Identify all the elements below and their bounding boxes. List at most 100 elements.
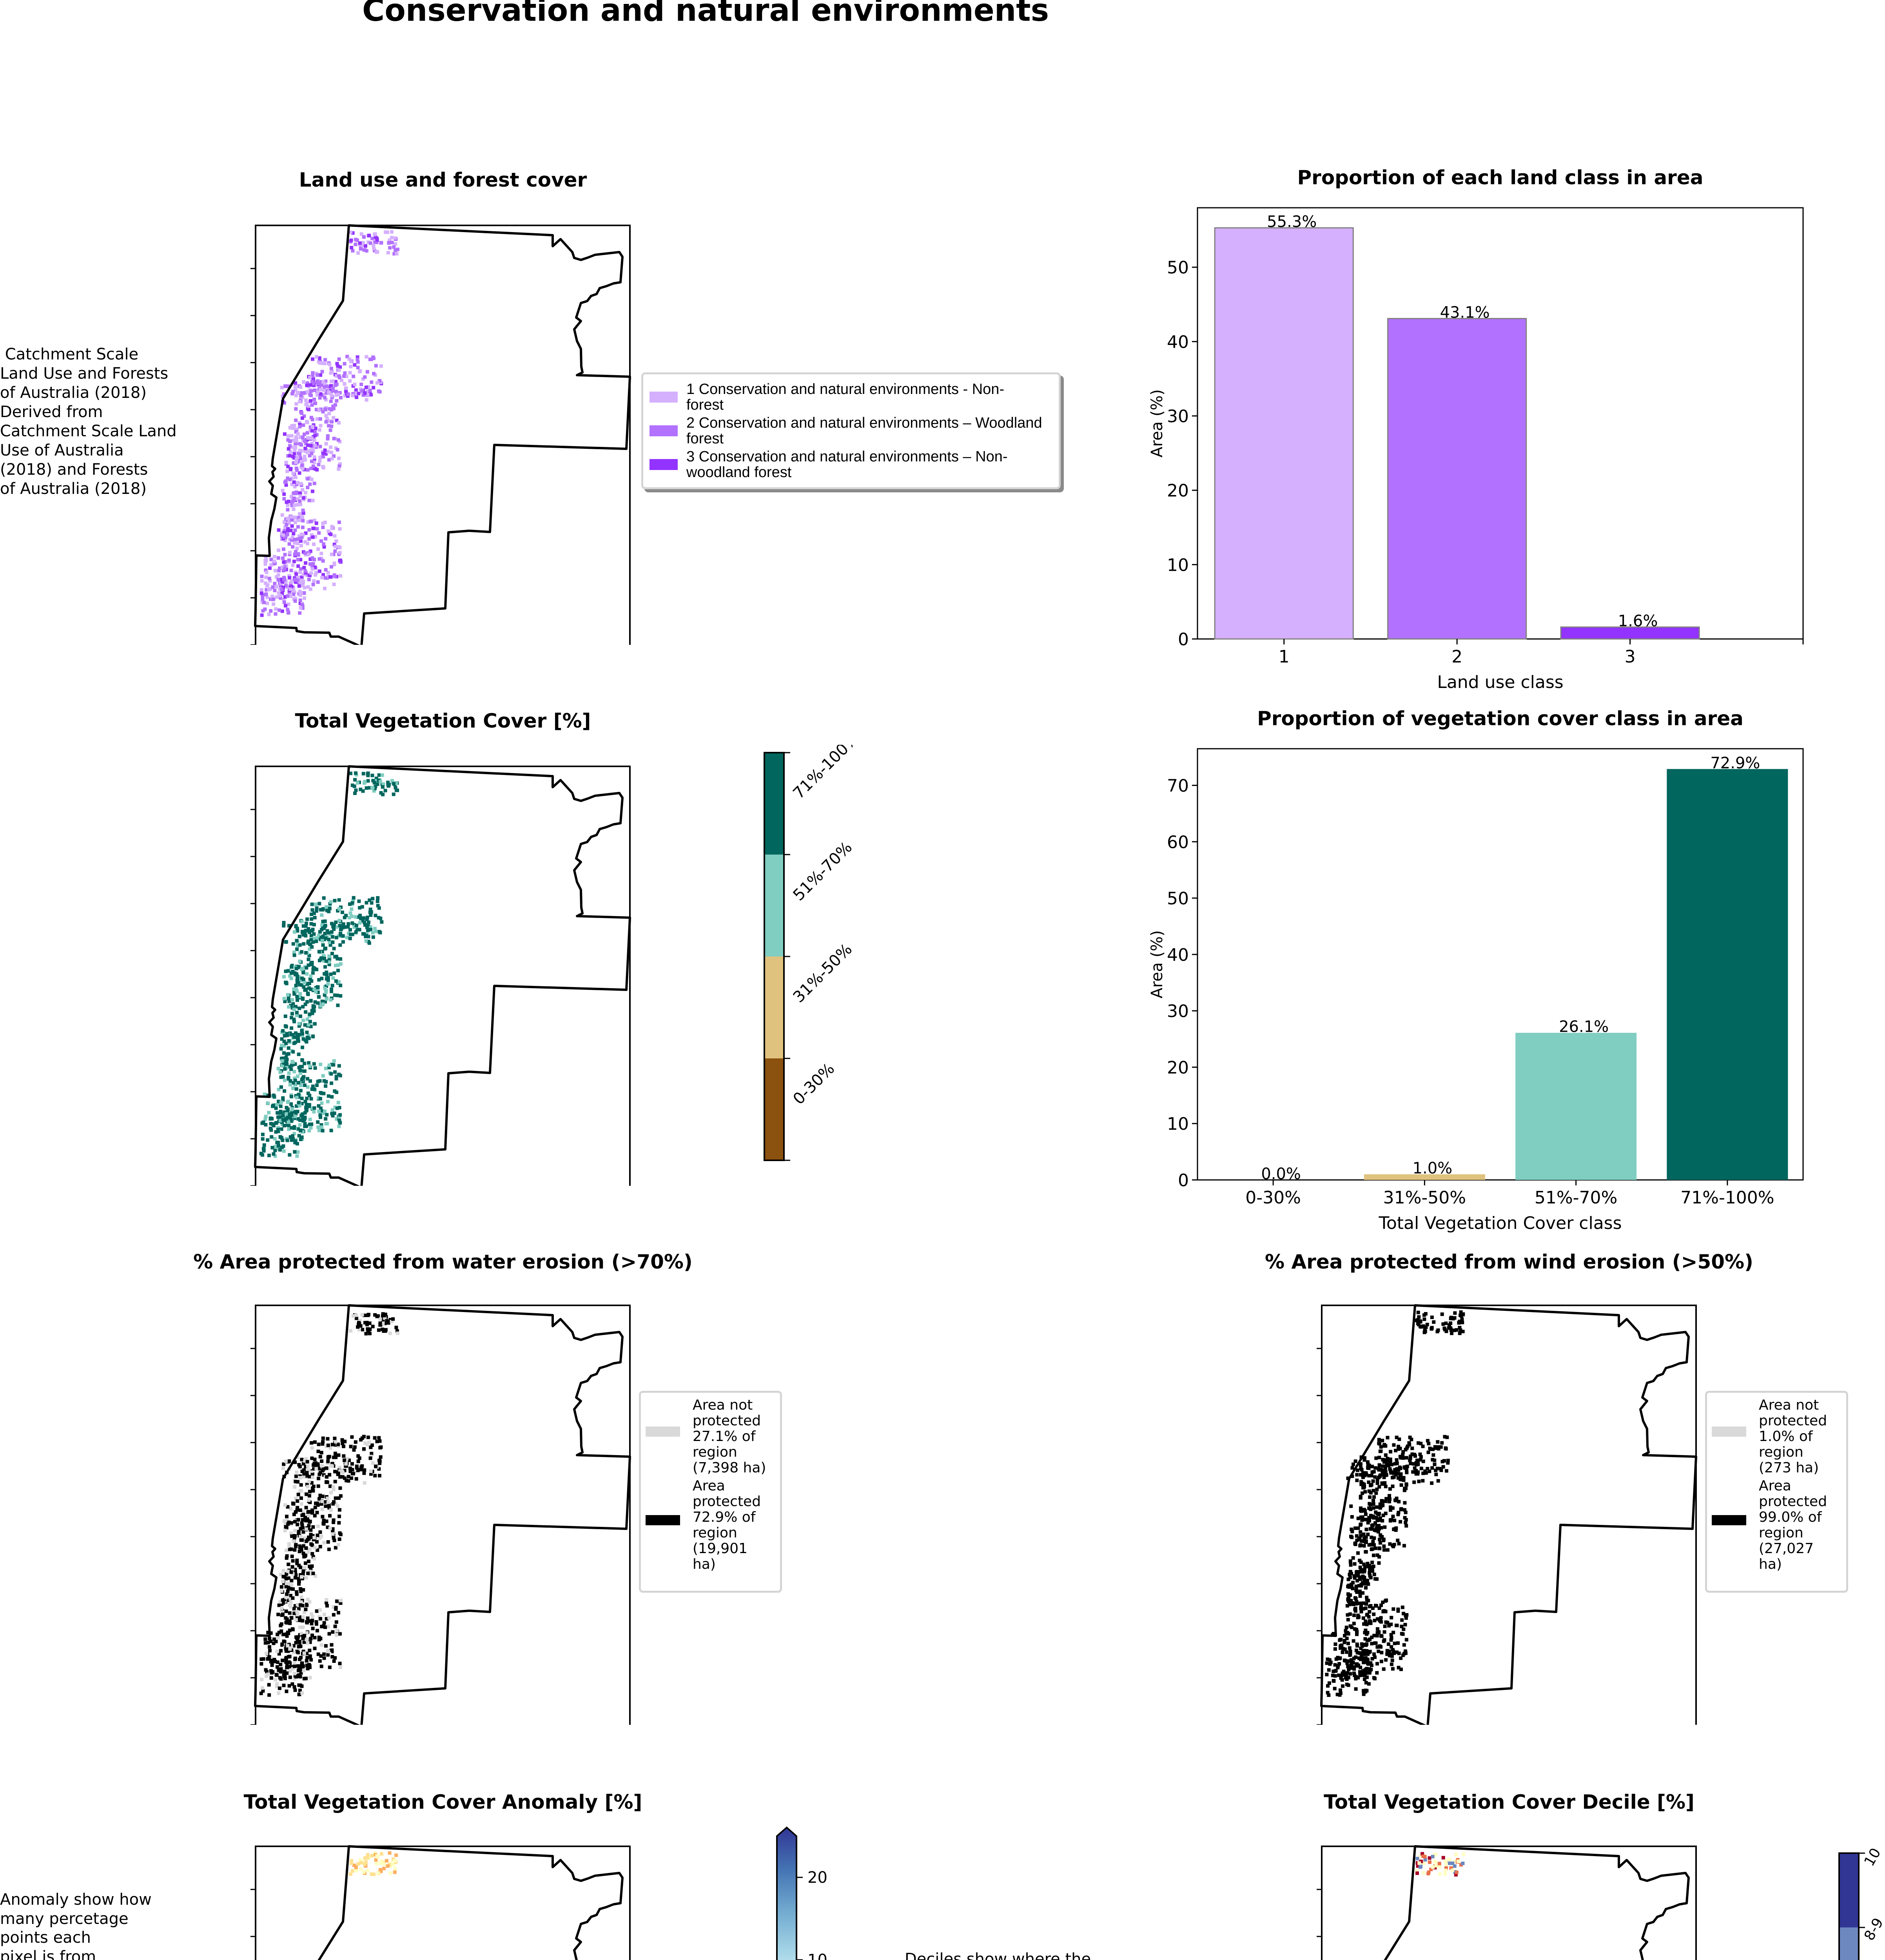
map-pixel	[1325, 1673, 1329, 1677]
map-pixel	[292, 592, 296, 596]
map-pixel	[332, 563, 336, 566]
map-pixel	[287, 447, 290, 451]
map-pixel	[1430, 1327, 1433, 1331]
map-pixel	[366, 923, 370, 927]
map-pixel	[1379, 1506, 1382, 1510]
map-pixel	[1377, 1630, 1381, 1634]
map-pixel	[285, 469, 289, 473]
map-pixel	[1404, 1651, 1408, 1655]
map-pixel	[305, 917, 309, 921]
map-pixel	[329, 384, 333, 388]
map-pixel	[292, 559, 296, 563]
map-pixel	[301, 1650, 305, 1653]
map-pixel	[1437, 1862, 1441, 1866]
map-pixel	[1410, 1437, 1413, 1441]
map-pixel	[290, 445, 294, 449]
map-pixel	[326, 982, 330, 986]
map-pixel	[378, 1321, 382, 1325]
map-pixel	[346, 394, 350, 398]
map-pixel	[303, 455, 307, 459]
map-pixel	[307, 927, 310, 931]
map-pixel	[1361, 1475, 1365, 1479]
map-pixel	[388, 246, 392, 250]
map-pixel	[297, 1101, 301, 1105]
bar-value-label: 1.6%	[1618, 612, 1658, 630]
map-pixel	[272, 1658, 276, 1662]
map-pixel	[286, 1505, 290, 1509]
map-raster	[349, 1851, 398, 1876]
map-pixel	[275, 1665, 279, 1669]
map-pixel	[1361, 1581, 1364, 1585]
map-pixel	[319, 1062, 323, 1066]
map-pixel	[293, 537, 297, 541]
map-pixel	[1348, 1652, 1352, 1656]
map-pixel	[264, 575, 268, 579]
map-pixel	[301, 583, 305, 587]
map-pixel	[274, 1640, 278, 1644]
map-pixel	[329, 388, 333, 392]
map-pixel	[305, 1031, 309, 1034]
map-pixel	[1378, 1546, 1382, 1550]
map-pixel	[295, 1650, 299, 1653]
map-pixel	[274, 607, 278, 611]
map-pixel	[290, 998, 294, 1002]
map-pixel	[1386, 1436, 1390, 1439]
map-pixel	[286, 527, 290, 531]
map-pixel	[318, 456, 322, 459]
map-pixel	[1403, 1466, 1407, 1470]
map-pixel	[1401, 1653, 1405, 1657]
map-pixel	[280, 1136, 284, 1140]
anomaly-note: Anomaly show how many percetage points e…	[0, 1891, 152, 1960]
map-pixel	[291, 1559, 295, 1563]
map-pixel	[287, 1046, 290, 1050]
map-pixel	[1429, 1867, 1433, 1871]
map-pixel	[282, 560, 286, 564]
map-pixel	[381, 782, 385, 786]
map-pixel	[333, 993, 337, 997]
map-pixel	[320, 1459, 324, 1463]
map-pixel	[350, 901, 354, 905]
map-pixel	[298, 983, 301, 987]
map-pixel	[1365, 1622, 1369, 1626]
map-pixel	[309, 1567, 313, 1571]
map-pixel	[307, 939, 310, 943]
map-pixel	[377, 1467, 381, 1471]
map-pixel	[299, 1080, 303, 1084]
map-pixel	[282, 1462, 286, 1466]
map-pixel	[319, 1664, 323, 1668]
map-pixel	[1372, 1516, 1376, 1520]
map-pixel	[355, 1316, 358, 1320]
map-pixel	[304, 1506, 308, 1510]
map-pixel	[338, 1475, 342, 1479]
map-pixel	[308, 1094, 312, 1098]
map-pixel	[298, 1550, 301, 1553]
map-pixel	[319, 1637, 323, 1641]
map-pixel	[267, 1693, 271, 1697]
map-pixel	[310, 429, 314, 433]
map-pixel	[259, 591, 263, 595]
map-pixel	[349, 238, 353, 242]
map-pixel	[294, 1674, 298, 1678]
map-pixel	[320, 976, 324, 980]
map-pixel	[314, 1620, 318, 1624]
map-pixel	[305, 1651, 309, 1655]
map-pixel	[304, 571, 308, 575]
map-pixel	[1404, 1521, 1408, 1524]
map-pixel	[357, 928, 361, 931]
map-pixel	[1367, 1682, 1371, 1686]
map-pixel	[292, 507, 296, 511]
map-pixel	[306, 381, 309, 385]
map-pixel	[1440, 1312, 1444, 1316]
map-pixel	[287, 521, 291, 525]
map-pixel	[319, 1451, 323, 1455]
map-pixel	[1405, 1613, 1409, 1617]
map-pixel	[320, 936, 324, 940]
map-pixel	[312, 1087, 316, 1091]
map-pixel	[301, 467, 305, 471]
map-pixel	[290, 1111, 294, 1115]
map-pixel	[1441, 1856, 1445, 1860]
map-pixel	[310, 380, 314, 384]
map-pixel	[388, 1318, 392, 1321]
map-pixel	[317, 1497, 321, 1501]
map-pixel	[1367, 1474, 1371, 1477]
